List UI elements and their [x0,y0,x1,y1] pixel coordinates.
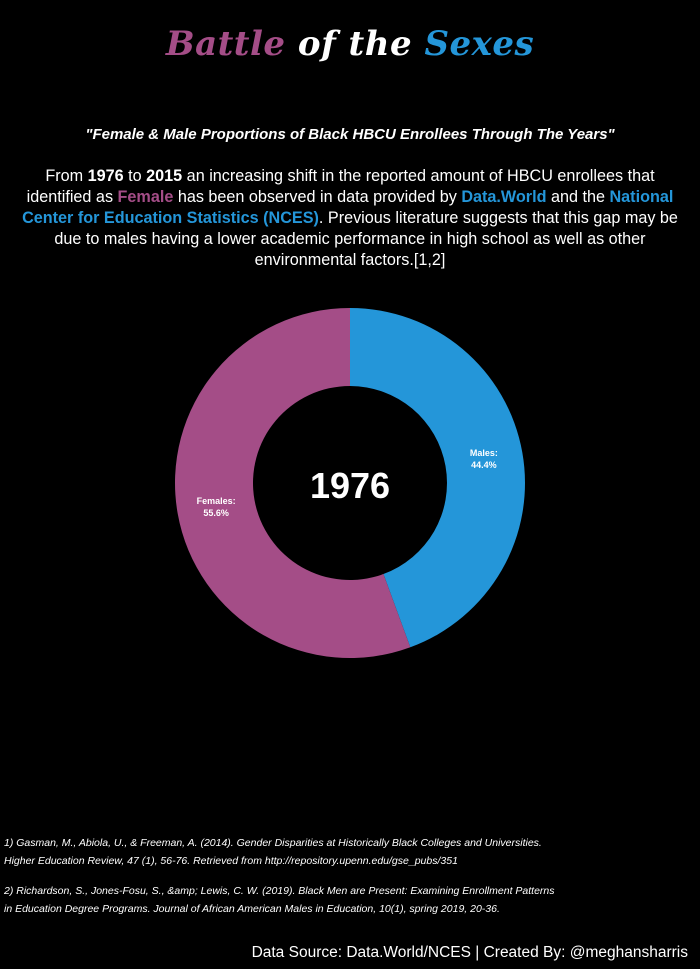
reference-2-line-1: 2) Richardson, S., Jones-Fosu, S., &amp;… [4,885,555,897]
slice-value-males: 44.4% [471,460,497,470]
intro-text-1: From [45,167,88,185]
intro-source-nces: National Center for Education Statistics… [22,188,674,227]
intro-text-6: . Previous literature suggests that this… [54,209,678,269]
title-sexes: Sexes [424,24,535,64]
intro-text-5: and the [546,188,610,206]
reference-1-line-1: 1) Gasman, M., Abiola, U., & Freeman, A.… [4,837,542,849]
slice-label-females: Females: [197,496,236,506]
title-battle: Battle [165,24,286,64]
reference-2: 2) Richardson, S., Jones-Fosu, S., &amp;… [4,882,694,918]
intro-source-dataworld: Data.World [461,188,547,206]
intro-female-word: Female [117,188,174,206]
slice-value-females: 55.6% [203,508,229,518]
intro-paragraph: From 1976 to 2015 an increasing shift in… [22,166,678,271]
intro-text-2: to [123,167,147,185]
page-title: Battle of the Sexes [0,24,700,64]
chart-subtitle: "Female & Male Proportions of Black HBCU… [85,126,615,143]
intro-year-start: 1976 [87,167,124,185]
footer-credits: Data Source: Data.World/NCES | Created B… [251,944,688,961]
slice-labels: Males: 44.4% Females: 55.6% [197,448,498,518]
slice-females [174,308,411,659]
reference-1: 1) Gasman, M., Abiola, U., & Freeman, A.… [4,834,694,870]
title-of-the: of the [285,24,425,64]
intro-text-3: an increasing shift in the reported amou… [26,167,655,206]
reference-1-line-2: Higher Education Review, 47 (1), 56-76. … [4,855,458,867]
donut-slices [174,308,525,659]
center-year-label: 1976 [310,465,390,506]
donut-chart: 1976 Males: 44.4% Females: 55.6% [174,308,525,659]
slice-males [350,308,525,648]
intro-text-4: has been observed in data provided by [173,188,462,206]
reference-2-line-2: in Education Degree Programs. Journal of… [4,903,500,915]
intro-year-end: 2015 [146,167,183,185]
slice-label-males: Males: [470,448,498,458]
